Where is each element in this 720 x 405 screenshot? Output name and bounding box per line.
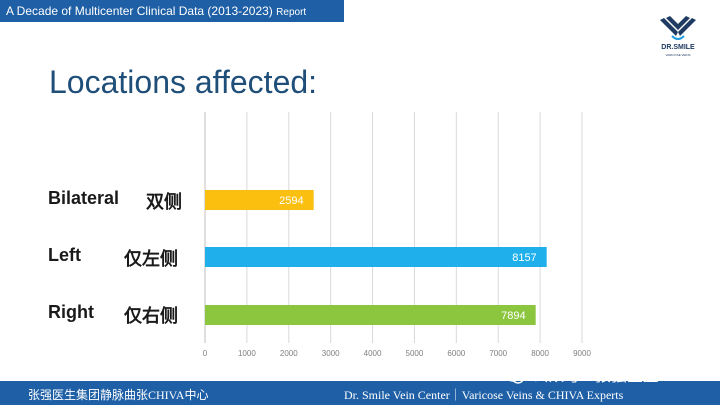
slide-title: Locations affected: [49,64,318,100]
x-tick-label-2000: 2000 [280,349,298,358]
watermark: 公众号 · 张强医生 [506,362,659,385]
watermark-text: 公众号 · 张强医生 [532,368,659,385]
data-label-left: 8157 [512,252,536,264]
x-tick-label-9000: 9000 [573,349,591,358]
logo-tagline: VARICOSE VEINS [665,53,691,57]
x-tick-label-0: 0 [203,349,208,358]
bar-left [205,247,547,267]
footer-right-text: Dr. Smile Vein Center｜Varicose Veins & C… [344,388,624,402]
x-tick-label-6000: 6000 [447,349,465,358]
category-label-right-cn: 仅右侧 [124,306,178,326]
category-label-left: Left [48,245,81,265]
report-title-suffix: Report [276,7,307,18]
x-tick-label-5000: 5000 [406,349,424,358]
data-label-bilateral: 2594 [279,195,303,207]
wechat-icon [506,370,524,384]
category-label-right: Right [48,302,94,322]
x-tick-label-1000: 1000 [238,349,256,358]
report-title: A Decade of Multicenter Clinical Data (2… [6,4,306,18]
data-label-right: 7894 [501,310,525,322]
bar-bilateral [205,190,314,210]
wing-logo-icon [660,16,696,40]
x-tick-label-7000: 7000 [489,349,507,358]
footer-bar: 张强医生集团静脉曲张CHIVA中心 Dr. Smile Vein Center｜… [0,381,720,405]
dr-smile-logo: DR.SMILE VARICOSE VEINS [650,14,706,64]
bar-right [205,305,536,325]
footer-left-text: 张强医生集团静脉曲张CHIVA中心 [28,388,209,402]
category-label-bilateral-cn: 双侧 [146,192,182,212]
category-label-left-cn: 仅左侧 [124,249,178,269]
report-header-bar: A Decade of Multicenter Clinical Data (2… [0,0,344,22]
logo-name: DR.SMILE [661,44,695,51]
x-tick-label-3000: 3000 [322,349,340,358]
report-title-main: A Decade of Multicenter Clinical Data (2… [6,4,273,18]
category-label-bilateral: Bilateral [48,188,120,208]
x-tick-label-8000: 8000 [531,349,549,358]
x-tick-label-4000: 4000 [364,349,382,358]
